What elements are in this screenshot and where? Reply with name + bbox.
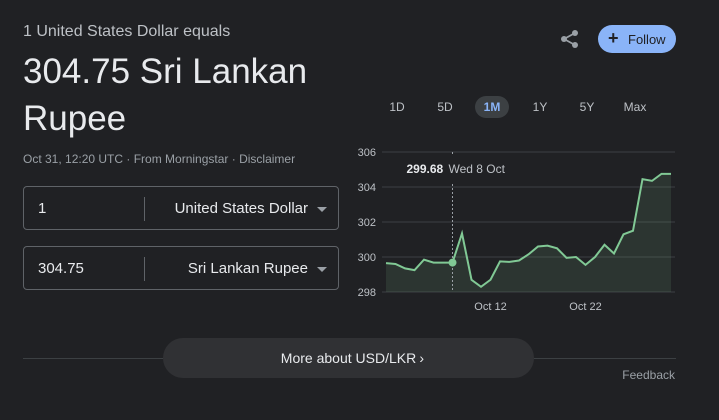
divider-line [534, 358, 676, 359]
divider-line [23, 358, 163, 359]
chart-tooltip-bg [400, 156, 549, 182]
tab-max[interactable]: Max [623, 100, 647, 114]
chart-area-fill [386, 173, 671, 292]
x-tick-label: Oct 22 [569, 301, 601, 313]
follow-button[interactable]: + Follow [598, 25, 676, 53]
tab-1m[interactable]: 1M [475, 96, 509, 118]
follow-label: Follow [628, 32, 666, 47]
more-about-label: More about USD/LKR [280, 350, 417, 366]
feedback-link[interactable]: Feedback [622, 368, 675, 382]
tab-5d[interactable]: 5D [437, 100, 453, 114]
source-link[interactable]: From Morningstar [133, 152, 229, 166]
conversion-subtitle: 1 United States Dollar equals [23, 23, 231, 40]
y-tick-label: 298 [358, 287, 376, 299]
chart-series-line [385, 172, 671, 288]
from-currency-select[interactable]: United States Dollar [174, 200, 308, 217]
from-amount-input[interactable]: 1 [38, 200, 47, 217]
x-tick-label: Oct 12 [474, 301, 506, 313]
exchange-rate-chart[interactable]: 298 300 302 304 306 Oct 12 Oct 22 299.68 Wed … [350, 140, 680, 320]
chevron-down-icon[interactable] [317, 267, 327, 272]
from-currency-row: 1 United States Dollar [23, 186, 339, 230]
tooltip-value: 299.68 [407, 162, 444, 176]
converted-amount-line2: Rupee [23, 99, 127, 138]
more-about-button[interactable]: More about USD/LKR › [163, 338, 534, 378]
chevron-down-icon[interactable] [317, 207, 327, 212]
meta-separator: · [123, 152, 134, 166]
y-tick-label: 304 [358, 182, 376, 194]
to-amount-input[interactable]: 304.75 [38, 260, 84, 277]
field-divider [144, 197, 145, 221]
meta-line: Oct 31, 12:20 UTC · From Morningstar · D… [23, 152, 295, 166]
disclaimer-link[interactable]: Disclaimer [239, 152, 296, 166]
field-divider [144, 257, 145, 281]
meta-separator: · [228, 152, 240, 166]
y-tick-label: 300 [358, 252, 376, 264]
chevron-right-icon: › [419, 350, 424, 366]
share-icon[interactable] [559, 28, 581, 50]
tab-1d[interactable]: 1D [389, 100, 405, 114]
converted-amount-line1: 304.75 Sri Lankan [23, 52, 308, 91]
plus-icon: + [608, 28, 619, 48]
tab-5y[interactable]: 5Y [579, 100, 595, 114]
timestamp: Oct 31, 12:20 UTC [23, 152, 124, 166]
y-tick-label: 302 [358, 217, 376, 229]
y-tick-label: 306 [358, 147, 376, 159]
tooltip-date: Wed 8 Oct [449, 162, 506, 176]
to-currency-select[interactable]: Sri Lankan Rupee [187, 260, 308, 277]
to-currency-row: 304.75 Sri Lankan Rupee [23, 246, 339, 290]
chart-hover-point [448, 258, 457, 267]
tab-1y[interactable]: 1Y [532, 100, 548, 114]
